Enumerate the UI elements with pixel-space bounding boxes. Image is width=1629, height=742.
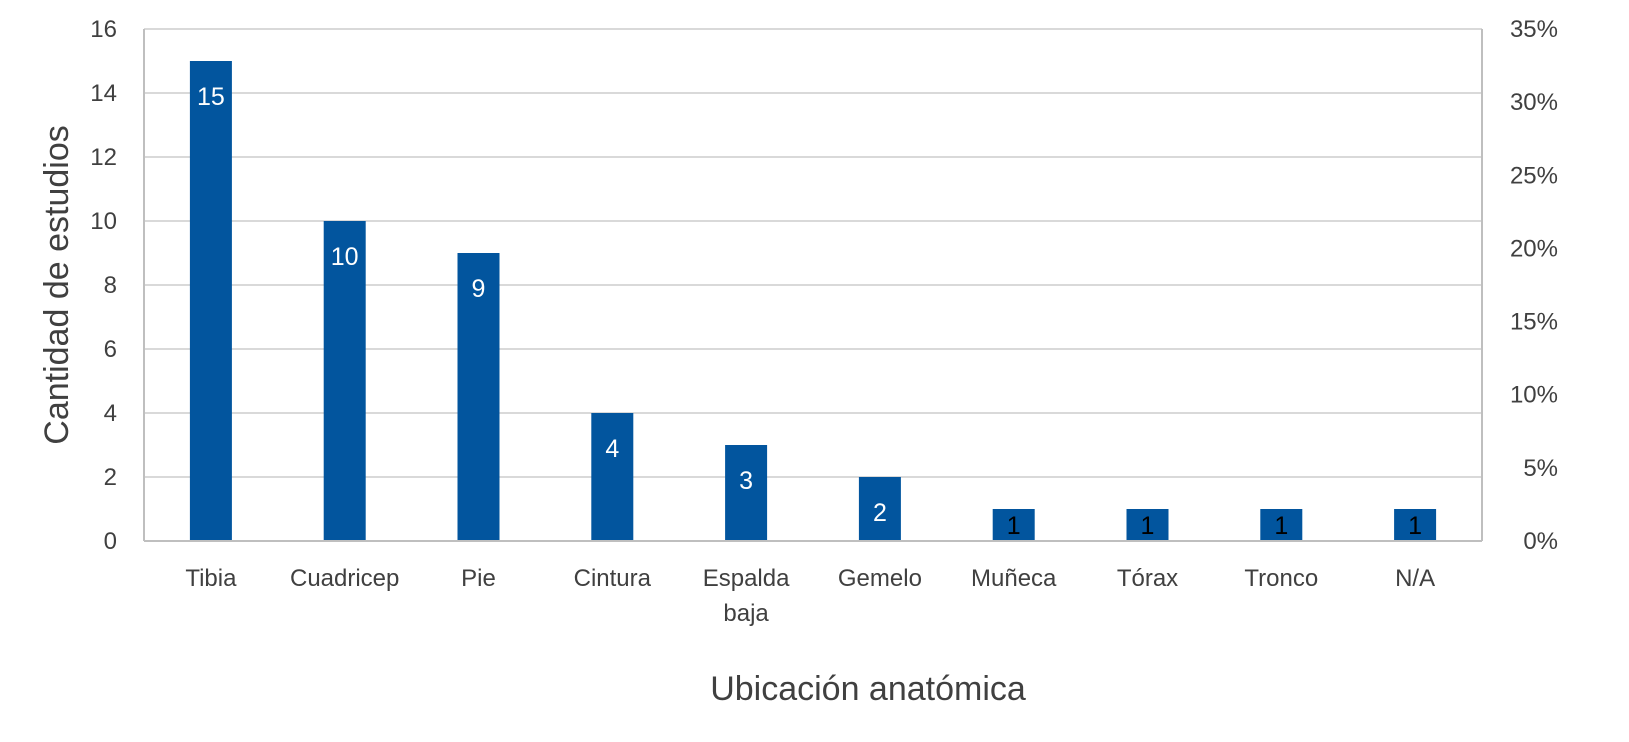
- x-tick-label: Espalda baja: [703, 565, 790, 627]
- y2-tick-label: 20%: [1510, 235, 1558, 262]
- bar: [992, 509, 1035, 541]
- bars: [189, 61, 1437, 541]
- data-label: 1: [1274, 512, 1288, 540]
- y2-tick-label: 30%: [1510, 89, 1558, 116]
- data-label: 9: [472, 275, 486, 303]
- y2-tick-label: 0%: [1523, 528, 1558, 555]
- bar: [1260, 509, 1303, 541]
- bar: [189, 61, 232, 541]
- data-labels: 15 10 9 4 3 2 1 1 1 1: [197, 83, 1422, 540]
- y-tick-label: 6: [104, 336, 117, 363]
- data-label: 1: [1141, 512, 1155, 540]
- data-label: 1: [1408, 512, 1422, 540]
- bar: [323, 221, 366, 541]
- y-tick-label: 16: [90, 16, 117, 43]
- x-tick-label: Gemelo: [838, 565, 922, 592]
- y-tick-label: 0: [104, 528, 117, 555]
- data-label: 15: [197, 83, 225, 111]
- tick-labels: 02468101214160%5%10%15%20%25%30%35%Tibia…: [90, 16, 1558, 627]
- y2-tick-label: 35%: [1510, 16, 1558, 43]
- x-tick-label: N/A: [1395, 565, 1435, 592]
- bar: [725, 445, 768, 541]
- bar: [591, 413, 634, 541]
- x-tick-label: Pie: [461, 565, 496, 592]
- x-tick-label: Cuadricep: [290, 565, 399, 592]
- bar: [1126, 509, 1169, 541]
- x-axis-title: Ubicación anatómica: [710, 670, 1026, 708]
- y-tick-label: 8: [104, 272, 117, 299]
- y2-tick-label: 10%: [1510, 382, 1558, 409]
- axes: [143, 29, 1483, 542]
- gridlines: [144, 28, 1482, 478]
- y-tick-label: 10: [90, 208, 117, 235]
- data-label: 1: [1007, 512, 1021, 540]
- y-tick-label: 4: [104, 400, 117, 427]
- data-label: 3: [739, 467, 753, 495]
- y2-tick-label: 25%: [1510, 162, 1558, 189]
- y-tick-label: 12: [90, 144, 117, 171]
- y-tick-label: 2: [104, 464, 117, 491]
- y2-tick-label: 5%: [1523, 455, 1558, 482]
- y-axis-title: Cantidad de estudios: [38, 125, 76, 444]
- x-tick-label: Tórax: [1117, 565, 1178, 592]
- x-tick-label: Muñeca: [971, 565, 1057, 592]
- x-tick-label: Tibia: [185, 565, 237, 592]
- bar: [858, 477, 901, 541]
- y2-tick-label: 15%: [1510, 309, 1558, 336]
- data-label: 10: [331, 243, 359, 271]
- y-tick-label: 14: [90, 80, 117, 107]
- data-label: 4: [605, 435, 619, 463]
- x-tick-label: Cintura: [574, 565, 652, 592]
- bar: [1394, 509, 1437, 541]
- data-label: 2: [873, 499, 887, 527]
- x-tick-label: Tronco: [1244, 565, 1318, 592]
- bar: [457, 253, 500, 541]
